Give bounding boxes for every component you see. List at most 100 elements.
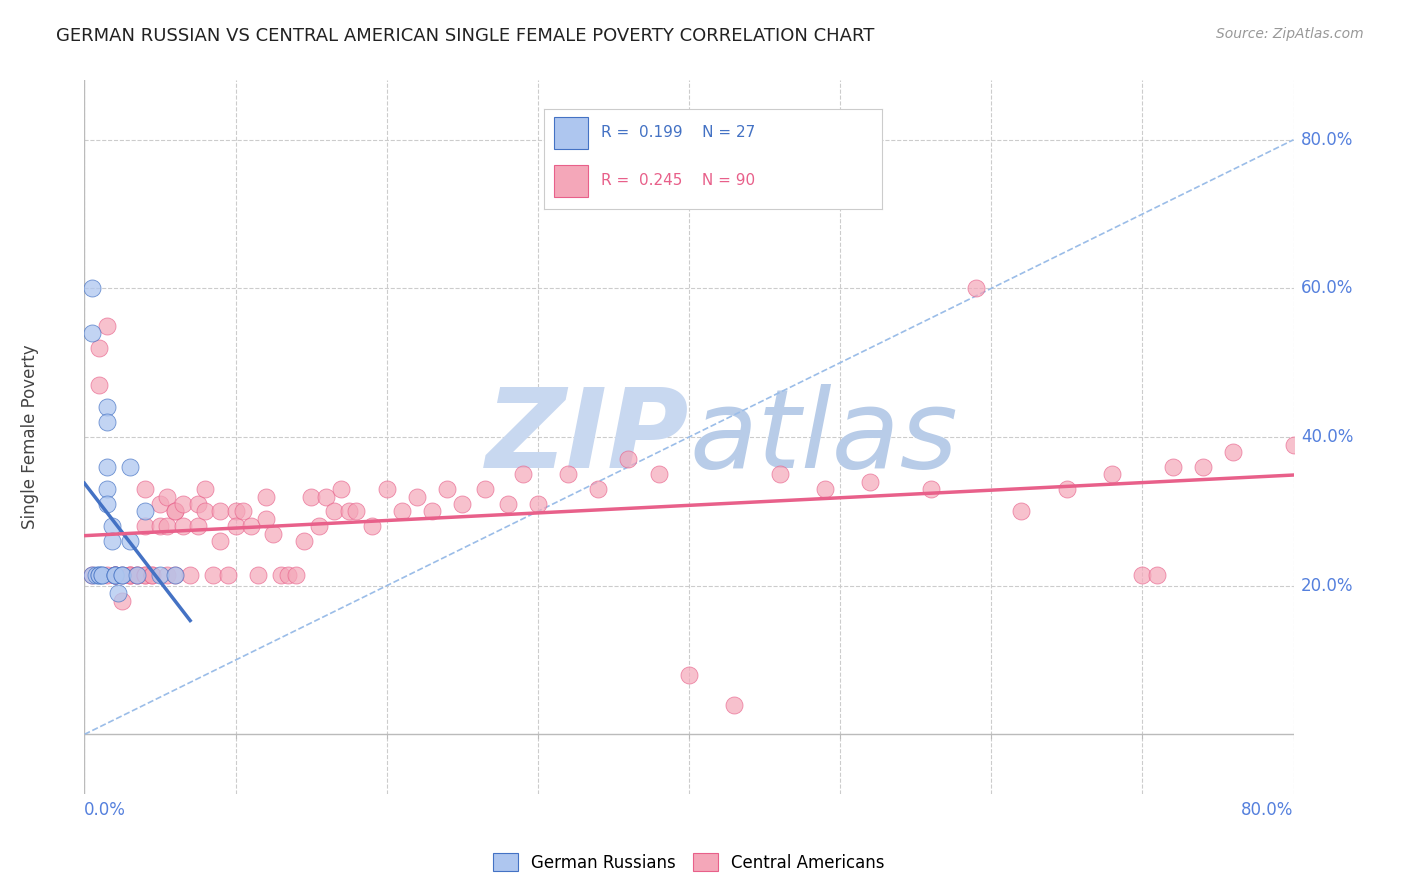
Point [134, 567, 156, 582]
Text: 20.0%: 20.0% [1301, 577, 1354, 595]
Point [337, 504, 360, 518]
Point [247, 567, 270, 582]
Point [165, 504, 187, 518]
Point [149, 519, 172, 533]
Text: 80.0%: 80.0% [1241, 801, 1294, 820]
Point [375, 482, 398, 496]
Point [769, 467, 792, 482]
Point [91, 567, 114, 582]
Point [315, 490, 337, 504]
Point [557, 467, 579, 482]
Point [104, 567, 127, 582]
Point [111, 567, 134, 582]
Point [165, 567, 187, 582]
Text: atlas: atlas [689, 384, 957, 491]
Point [209, 504, 232, 518]
Point [527, 497, 550, 511]
Point [512, 467, 534, 482]
Point [134, 482, 156, 496]
Point [118, 534, 141, 549]
Point [225, 519, 247, 533]
Point [107, 586, 129, 600]
Point [194, 504, 217, 518]
Point [96, 482, 118, 496]
Point [292, 534, 315, 549]
Point [118, 567, 141, 582]
Point [1192, 459, 1215, 474]
Point [920, 482, 942, 496]
Point [496, 497, 519, 511]
Point [391, 504, 413, 518]
Legend: German Russians, Central Americans: German Russians, Central Americans [486, 847, 891, 879]
Point [474, 482, 496, 496]
Point [232, 504, 254, 518]
Point [111, 567, 134, 582]
Point [80, 567, 103, 582]
Point [617, 452, 640, 467]
Text: 60.0%: 60.0% [1301, 279, 1354, 297]
Point [165, 504, 187, 518]
Point [225, 504, 247, 518]
Text: 80.0%: 80.0% [1301, 131, 1354, 149]
Text: 40.0%: 40.0% [1301, 428, 1354, 446]
Point [814, 482, 837, 496]
Point [96, 497, 118, 511]
Point [96, 318, 118, 333]
Point [172, 497, 194, 511]
Point [965, 281, 987, 295]
Point [96, 415, 118, 429]
Point [239, 519, 262, 533]
Point [89, 341, 111, 355]
Point [1161, 459, 1184, 474]
Point [648, 467, 671, 482]
Point [172, 519, 194, 533]
Point [420, 504, 443, 518]
Point [678, 668, 700, 682]
Point [262, 526, 284, 541]
Point [308, 519, 330, 533]
Point [330, 482, 353, 496]
Point [299, 490, 322, 504]
Point [134, 519, 156, 533]
Point [89, 567, 111, 582]
Point [277, 567, 299, 582]
Point [104, 567, 127, 582]
Text: 0.0%: 0.0% [84, 801, 127, 820]
Point [451, 497, 474, 511]
Point [80, 326, 103, 340]
Point [127, 567, 149, 582]
Point [104, 567, 127, 582]
Point [96, 567, 118, 582]
Point [104, 567, 127, 582]
Point [165, 567, 187, 582]
Point [1101, 467, 1123, 482]
Point [141, 567, 163, 582]
Text: ZIP: ZIP [485, 384, 689, 491]
Point [1222, 445, 1244, 459]
Point [149, 567, 172, 582]
Point [360, 519, 382, 533]
Point [134, 567, 156, 582]
Point [201, 567, 224, 582]
Point [118, 567, 141, 582]
Point [104, 567, 127, 582]
Point [156, 567, 179, 582]
Point [96, 459, 118, 474]
Point [80, 567, 103, 582]
Point [86, 567, 108, 582]
Point [859, 475, 882, 489]
Point [96, 401, 118, 415]
Point [254, 512, 277, 526]
Point [406, 490, 429, 504]
Point [187, 497, 209, 511]
Point [1056, 482, 1078, 496]
Point [346, 504, 368, 518]
Point [322, 504, 344, 518]
Point [80, 281, 103, 295]
Point [1011, 504, 1033, 518]
Text: Single Female Poverty: Single Female Poverty [21, 345, 39, 529]
Text: Source: ZipAtlas.com: Source: ZipAtlas.com [1216, 27, 1364, 41]
Point [156, 519, 179, 533]
Point [89, 567, 111, 582]
Point [217, 567, 239, 582]
